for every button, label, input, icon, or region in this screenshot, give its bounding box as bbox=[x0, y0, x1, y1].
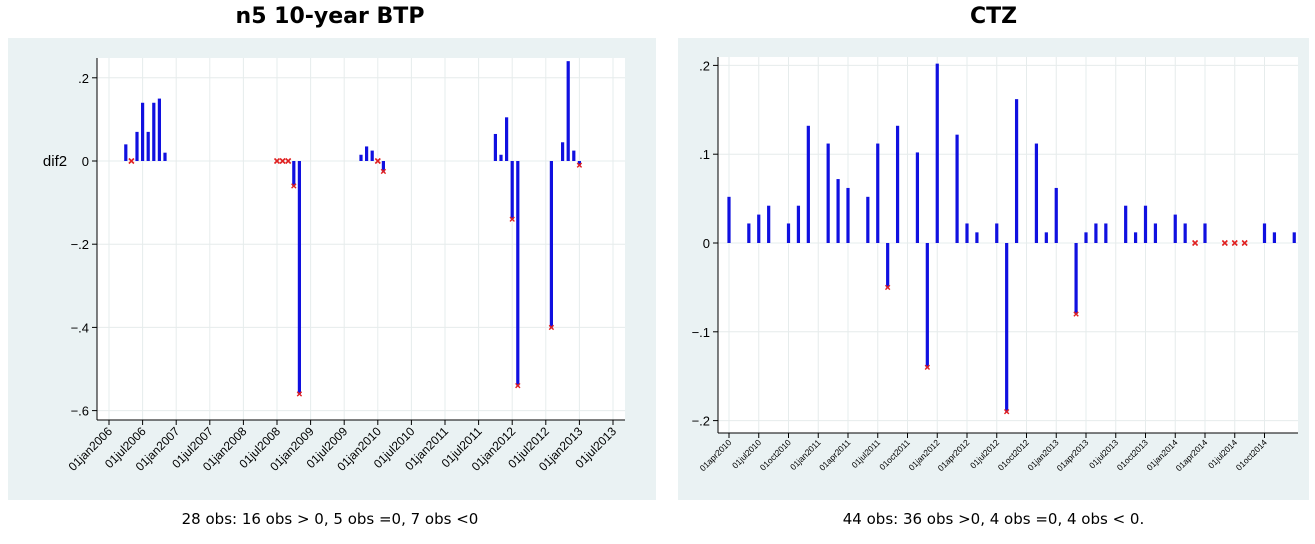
bar bbox=[147, 132, 150, 161]
bar bbox=[1203, 223, 1206, 243]
x-tick-label: 01apr2010 bbox=[698, 437, 734, 473]
bar bbox=[955, 135, 958, 243]
bar bbox=[516, 161, 519, 386]
bar bbox=[499, 155, 502, 161]
bar bbox=[494, 134, 497, 161]
bar bbox=[567, 61, 570, 161]
y-tick-label: 0 bbox=[703, 236, 710, 251]
bar bbox=[807, 126, 810, 243]
x-tick-label: 01oct2010 bbox=[758, 437, 793, 472]
bar bbox=[1015, 99, 1018, 243]
y-tick-label: .2 bbox=[78, 71, 89, 86]
bar bbox=[124, 144, 127, 161]
chart-caption: 44 obs: 36 obs >0, 4 obs =0, 4 obs < 0. bbox=[672, 510, 1315, 528]
bar bbox=[787, 223, 790, 243]
y-tick-label: −.6 bbox=[71, 404, 89, 419]
bar bbox=[1035, 144, 1038, 243]
bar bbox=[727, 197, 730, 243]
chart-panel-btp: n5 10-year BTP .2 0 −.2 −.4 −.6 01jan2006 01ju… bbox=[0, 0, 660, 544]
bar bbox=[965, 223, 968, 243]
y-tick-label: −.2 bbox=[692, 414, 710, 429]
bar bbox=[511, 161, 514, 219]
bar bbox=[1134, 232, 1137, 243]
bar bbox=[1005, 243, 1008, 412]
bar bbox=[505, 117, 508, 161]
bar bbox=[836, 179, 839, 243]
bar bbox=[876, 144, 879, 243]
bar bbox=[747, 223, 750, 243]
bar bbox=[359, 155, 362, 161]
bar bbox=[1174, 215, 1177, 243]
bar bbox=[995, 223, 998, 243]
x-tick-label: 01oct2014 bbox=[1234, 437, 1269, 472]
bar bbox=[1094, 223, 1097, 243]
bar bbox=[163, 153, 166, 161]
bar bbox=[550, 161, 553, 327]
bar bbox=[975, 232, 978, 243]
bar bbox=[1273, 232, 1276, 243]
bar bbox=[561, 142, 564, 161]
bar bbox=[1124, 206, 1127, 243]
x-tick-label: 01apr2011 bbox=[817, 437, 853, 473]
bar bbox=[1055, 188, 1058, 243]
bar bbox=[936, 64, 939, 243]
bar bbox=[1084, 232, 1087, 243]
bar bbox=[1144, 206, 1147, 243]
bar bbox=[926, 243, 929, 367]
x-tick-label: 01oct2012 bbox=[996, 437, 1031, 472]
bar bbox=[1045, 232, 1048, 243]
y-tick-label: −.1 bbox=[692, 325, 710, 340]
bar bbox=[298, 161, 301, 394]
bar bbox=[135, 132, 138, 161]
bar bbox=[1154, 223, 1157, 243]
bar bbox=[797, 206, 800, 243]
chart-panel-ctz: CTZ .2.1 0 −.1 −.2 01apr2010 01jul2010 01oct20… bbox=[672, 0, 1315, 544]
bar bbox=[141, 103, 144, 161]
x-tick-label: 01apr2014 bbox=[1174, 437, 1210, 473]
bar bbox=[371, 151, 374, 161]
bar bbox=[158, 99, 161, 161]
chart-svg-btp: .20−.2−.4−.601jan200601jul200601jan20070… bbox=[0, 0, 660, 544]
bar bbox=[886, 243, 889, 287]
chart-svg-ctz: .2.10−.1−.201apr201001jul201001oct201001… bbox=[672, 0, 1315, 544]
y-tick-label: .2 bbox=[699, 58, 710, 73]
bar bbox=[292, 161, 295, 186]
bar bbox=[572, 151, 575, 161]
x-tick-label: 01apr2013 bbox=[1055, 437, 1091, 473]
bar bbox=[1184, 223, 1187, 243]
y-tick-label: −.2 bbox=[71, 237, 89, 252]
bar bbox=[846, 188, 849, 243]
x-tick-label: 01apr2012 bbox=[936, 437, 972, 473]
bar bbox=[916, 152, 919, 243]
bar bbox=[1263, 223, 1266, 243]
bar bbox=[365, 146, 368, 161]
bar bbox=[152, 103, 155, 161]
y-axis-label: dif2 bbox=[43, 153, 67, 170]
x-tick-label: 01oct2013 bbox=[1115, 437, 1150, 472]
chart-caption: 28 obs: 16 obs > 0, 5 obs =0, 7 obs <0 bbox=[0, 510, 660, 528]
y-tick-label: 0 bbox=[82, 154, 89, 169]
bar bbox=[767, 206, 770, 243]
y-tick-label: .1 bbox=[699, 147, 710, 162]
bar bbox=[1104, 223, 1107, 243]
bar bbox=[827, 144, 830, 243]
bar bbox=[1074, 243, 1077, 314]
bar bbox=[757, 215, 760, 243]
bar bbox=[866, 197, 869, 243]
bar bbox=[1293, 232, 1296, 243]
y-tick-label: −.4 bbox=[71, 320, 89, 335]
bar bbox=[896, 126, 899, 243]
